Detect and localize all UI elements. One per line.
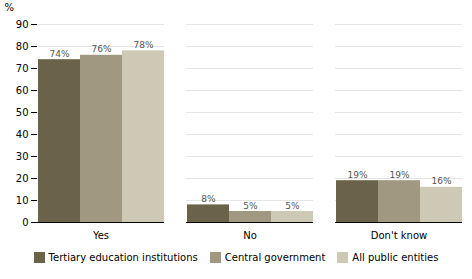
svg-text:5%: 5% [285,201,300,211]
html-text:All public entities: All public entities [352,252,439,263]
svg-text:19%: 19% [347,170,367,180]
svg-text:5%: 5% [243,201,258,211]
svg-text:60: 60 [16,85,29,96]
svg-text:76%: 76% [91,44,111,54]
svg-text:Don't know: Don't know [371,230,427,241]
svg-text:80: 80 [16,41,29,52]
svg-text:50: 50 [16,107,29,118]
svg-text:16%: 16% [431,176,451,186]
svg-text:Yes: Yes [92,230,109,241]
svg-text:0: 0 [22,217,28,228]
html-text:Central government: Central government [224,252,326,263]
svg-text:No: No [243,230,257,241]
svg-text:74%: 74% [49,49,69,59]
svg-text:19%: 19% [389,170,409,180]
svg-text:8%: 8% [201,194,216,204]
svg-text:40: 40 [16,129,29,140]
svg-text:30: 30 [16,151,29,162]
svg-text:70: 70 [16,63,29,74]
html-text:Tertiary education institution: Tertiary education institutions [48,252,198,263]
svg-text:78%: 78% [133,40,153,50]
svg-text:10: 10 [16,195,29,206]
svg-text:%: % [5,2,15,13]
svg-text:20: 20 [16,173,29,184]
svg-text:90: 90 [16,19,29,30]
